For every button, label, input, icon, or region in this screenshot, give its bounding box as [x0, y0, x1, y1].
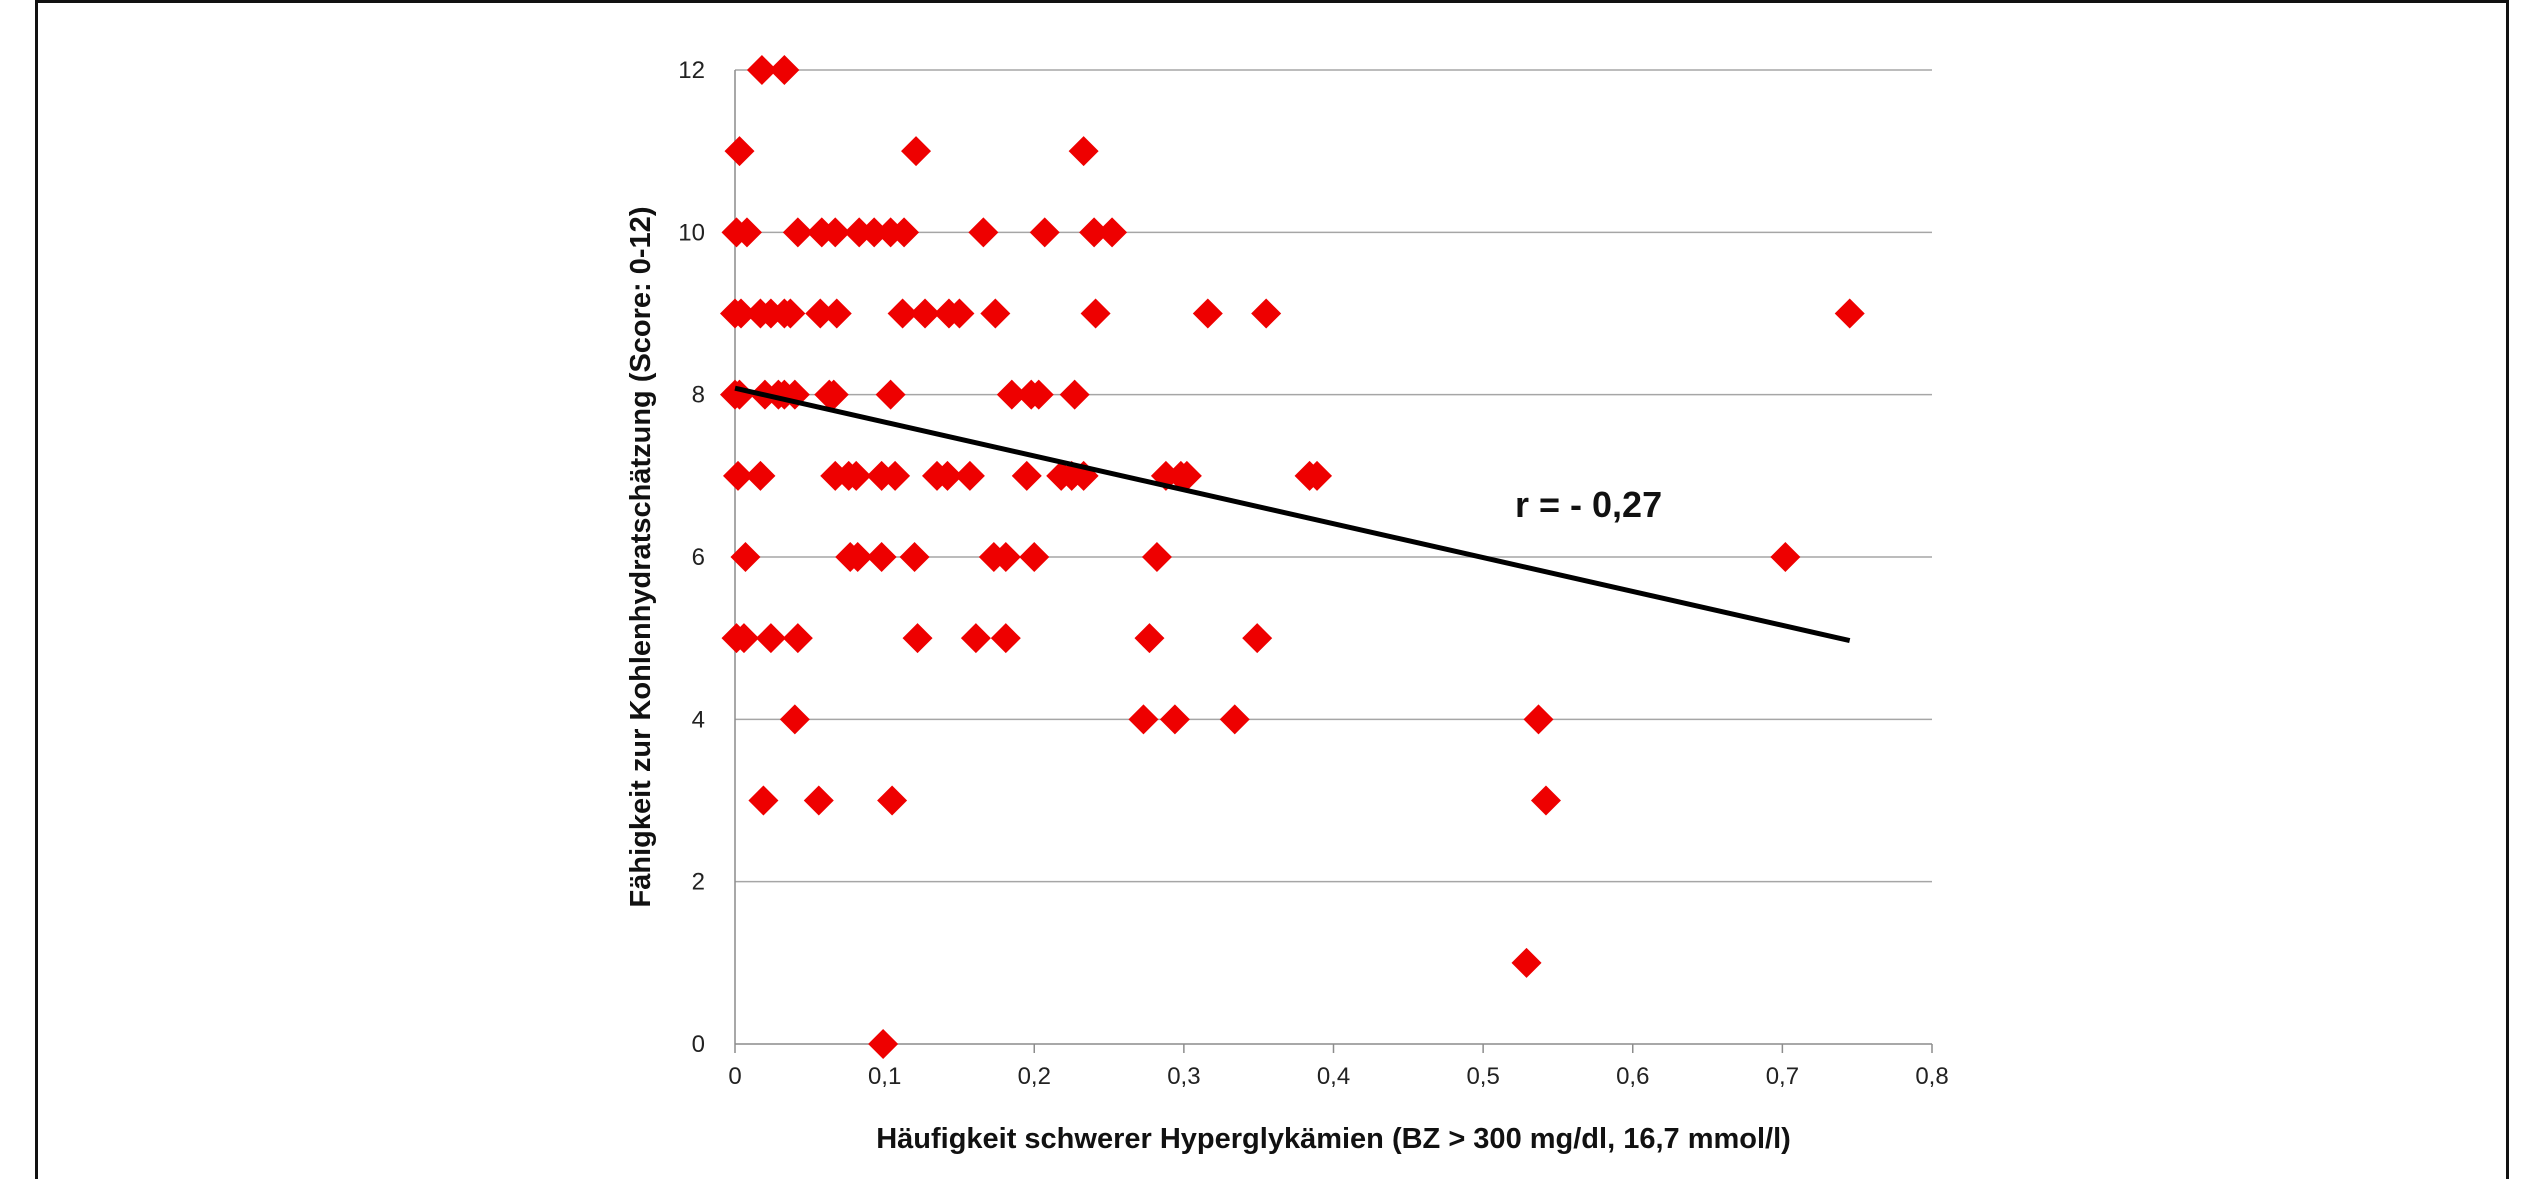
x-tick-label: 0 — [728, 1063, 741, 1090]
y-tick-labels: 0 2 4 6 8 10 12 — [678, 57, 705, 1058]
x-axis-title: Häufigkeit schwerer Hyperglykämien (BZ >… — [876, 1123, 1791, 1155]
data-point — [1251, 298, 1282, 329]
data-point — [944, 298, 975, 329]
grid-lines — [735, 69, 1932, 883]
data-point — [1159, 704, 1190, 735]
trendline-group — [734, 385, 1851, 644]
data-point — [820, 217, 851, 248]
data-point — [745, 460, 776, 491]
y-tick-label: 6 — [692, 544, 705, 571]
data-point — [1302, 460, 1333, 491]
data-point — [954, 460, 985, 491]
data-point — [818, 379, 849, 410]
data-point — [990, 542, 1021, 572]
x-tick-label: 0,1 — [868, 1063, 901, 1090]
data-point — [866, 542, 897, 572]
data-point — [842, 542, 873, 572]
y-axis-title: Fähigkeit zur Kohlenhydratschätzung (Sco… — [625, 207, 657, 908]
data-point — [775, 298, 806, 329]
y-tick-label: 2 — [692, 869, 705, 896]
y-tick-label: 4 — [692, 706, 705, 733]
data-point — [782, 623, 813, 654]
x-tick-labels: 0 0,1 0,2 0,3 0,4 0,5 0,6 0,7 0,8 — [728, 1063, 1948, 1090]
data-point — [901, 136, 932, 167]
data-point — [725, 298, 756, 329]
data-point — [887, 298, 918, 329]
data-point — [724, 136, 755, 167]
data-point — [730, 542, 761, 572]
x-tick-label: 0,2 — [1018, 1063, 1051, 1090]
correlation-annotation: r = - 0,27 — [1515, 484, 1662, 525]
data-point — [1242, 623, 1273, 654]
x-tick-label: 0,5 — [1466, 1063, 1499, 1090]
x-tick-label: 0,4 — [1317, 1063, 1350, 1090]
data-point — [875, 379, 906, 410]
data-point — [746, 55, 777, 85]
data-point — [1097, 217, 1128, 248]
data-point — [1019, 542, 1050, 572]
x-tick-label: 0,8 — [1915, 1063, 1948, 1090]
data-point — [1770, 542, 1801, 572]
y-tick-label: 10 — [678, 219, 705, 246]
y-tick-label: 0 — [692, 1031, 705, 1058]
data-point — [841, 460, 872, 491]
data-point — [769, 55, 800, 85]
data-point — [899, 542, 930, 572]
data-point — [782, 217, 813, 248]
data-point — [803, 785, 834, 816]
trendline — [734, 385, 1851, 644]
data-point — [1134, 623, 1165, 654]
data-point — [821, 298, 852, 329]
data-point — [728, 623, 759, 654]
data-point — [748, 785, 779, 816]
x-tick-label: 0,7 — [1766, 1063, 1799, 1090]
data-point — [960, 623, 991, 654]
x-tick-label: 0,3 — [1167, 1063, 1200, 1090]
data-point — [880, 460, 911, 491]
data-point — [1192, 298, 1223, 329]
data-point — [1023, 379, 1054, 410]
y-tick-label: 12 — [678, 57, 705, 84]
data-point — [877, 785, 908, 816]
data-point — [1834, 298, 1865, 329]
data-point — [990, 623, 1021, 654]
data-point — [889, 217, 920, 248]
data-point — [1059, 379, 1090, 410]
data-point — [1068, 136, 1099, 167]
data-point — [859, 217, 890, 248]
data-point — [968, 217, 999, 248]
data-point — [1080, 298, 1111, 329]
data-point — [1079, 217, 1110, 248]
data-point — [1141, 542, 1172, 572]
data-point — [1219, 704, 1250, 735]
data-point — [1530, 785, 1561, 816]
figure-frame — [35, 0, 2509, 1179]
data-point — [724, 379, 755, 410]
x-tick-label: 0,6 — [1616, 1063, 1649, 1090]
data-point — [980, 298, 1011, 329]
data-point — [755, 623, 786, 654]
data-point — [1128, 704, 1159, 735]
y-tick-label: 8 — [692, 382, 705, 409]
data-point — [805, 298, 836, 329]
data-point — [1011, 460, 1042, 491]
data-point — [1523, 704, 1554, 735]
data-point — [868, 1029, 899, 1059]
data-point — [1171, 460, 1202, 491]
data-points — [720, 55, 1865, 1059]
data-point — [932, 460, 963, 491]
data-point — [731, 217, 762, 248]
data-point — [722, 460, 753, 491]
data-point — [1029, 217, 1060, 248]
data-point — [1511, 947, 1542, 978]
data-point — [910, 298, 941, 329]
data-point — [779, 704, 810, 735]
data-point — [996, 379, 1027, 410]
data-point — [902, 623, 933, 654]
